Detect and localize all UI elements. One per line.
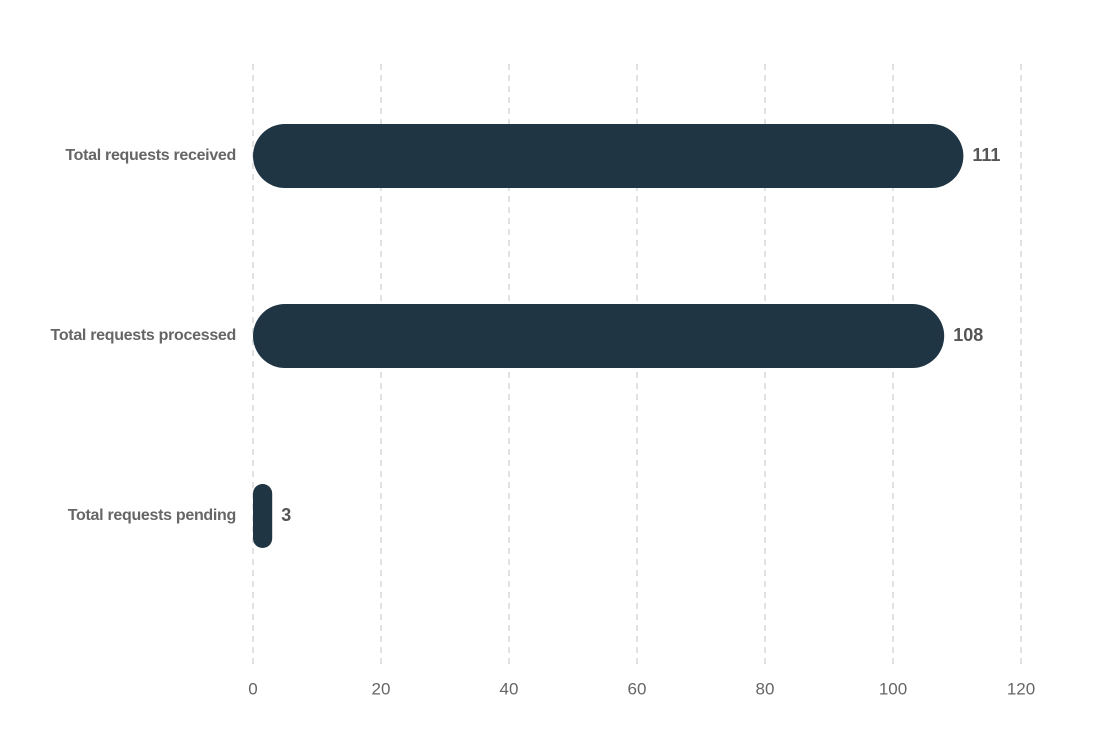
x-tick-label: 60 [628, 679, 647, 698]
bar [253, 484, 273, 548]
value-label: 3 [281, 505, 291, 525]
x-tick-label: 120 [1007, 679, 1035, 698]
x-tick-label: 100 [879, 679, 907, 698]
x-tick-label: 20 [372, 679, 391, 698]
x-tick-label: 80 [756, 679, 775, 698]
x-tick-label: 0 [248, 679, 257, 698]
y-tick-label: Total requests processed [51, 327, 236, 344]
y-tick-label: Total requests pending [68, 507, 236, 524]
value-label: 111 [972, 145, 1000, 165]
x-tick-label: 40 [500, 679, 519, 698]
y-tick-label: Total requests received [65, 147, 236, 164]
bar [253, 304, 945, 368]
value-label: 108 [953, 325, 983, 345]
bar [253, 124, 964, 188]
